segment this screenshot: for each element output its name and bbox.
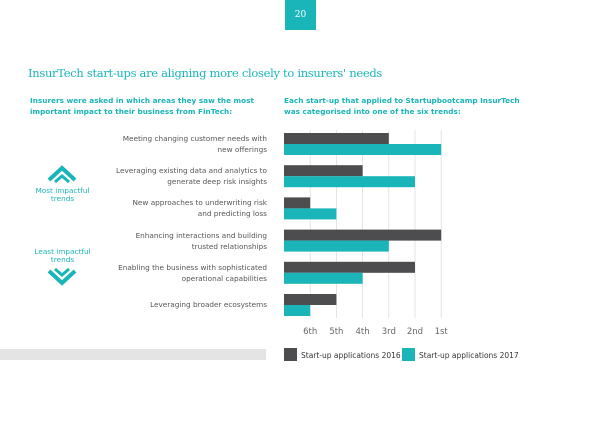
tick-label: 2nd bbox=[406, 327, 424, 337]
category-label-line: and predicting loss bbox=[197, 209, 267, 219]
category-label-line: Enhancing interactions and building bbox=[135, 230, 267, 240]
legend-label-2016: Start-up applications 2016 bbox=[301, 351, 401, 360]
bar-2016 bbox=[284, 229, 442, 241]
category-label-line: New approaches to underwriting risk bbox=[132, 198, 267, 208]
bar-2017 bbox=[284, 240, 389, 252]
bar-2017 bbox=[284, 305, 311, 316]
category-label: Leveraging existing data and analytics t… bbox=[97, 165, 267, 187]
bar-2017 bbox=[284, 272, 363, 284]
category-label-line: generate deep risk insights bbox=[167, 177, 267, 187]
most-impactful-label: Most impactful trends bbox=[35, 186, 90, 203]
bar-2017 bbox=[284, 208, 337, 220]
chevron-up-icon bbox=[47, 165, 77, 183]
legend-swatch-2016 bbox=[284, 348, 297, 361]
bar-2016 bbox=[284, 165, 363, 177]
bar-2016 bbox=[284, 261, 415, 273]
tick-label: 6th bbox=[303, 327, 318, 337]
tick-label: 1st bbox=[434, 327, 448, 337]
bar-2016 bbox=[284, 294, 337, 305]
page-title: InsurTech start-ups are aligning more cl… bbox=[28, 66, 383, 80]
divider-bar bbox=[0, 349, 266, 360]
category-label-line: trusted relationships bbox=[191, 241, 267, 251]
category-label-line: operational capabilities bbox=[181, 273, 267, 283]
tick-label: 5th bbox=[329, 327, 344, 337]
tick-label: 4th bbox=[355, 327, 370, 337]
bar-2017 bbox=[284, 144, 442, 155]
legend-swatch-2017 bbox=[402, 348, 415, 361]
category-label-line: Leveraging existing data and analytics t… bbox=[116, 166, 267, 176]
category-label-line: Meeting changing customer needs with bbox=[122, 134, 267, 143]
right-subtitle: Each start-up that applied to Startupboo… bbox=[284, 96, 520, 116]
left-subtitle: Insurers were asked in which areas they … bbox=[30, 96, 255, 116]
category-label: Enabling the business with sophisticated… bbox=[97, 262, 267, 284]
category-label: Meeting changing customer needs with new … bbox=[97, 133, 267, 155]
category-label-line: Leveraging broader ecosystems bbox=[150, 300, 267, 309]
category-label-line: Enabling the business with sophisticated bbox=[118, 262, 267, 272]
category-label: New approaches to underwriting risk and p… bbox=[97, 197, 267, 219]
legend-label-2017: Start-up applications 2017 bbox=[419, 351, 519, 360]
bar-2017 bbox=[284, 176, 415, 188]
bar-2016 bbox=[284, 197, 311, 209]
tick-label: 3rd bbox=[381, 327, 396, 337]
page-number: 20 bbox=[285, 0, 316, 30]
least-impactful-label: Least impactful trends bbox=[34, 247, 91, 264]
category-label: Leveraging broader ecosystems bbox=[97, 299, 267, 310]
bar-2016 bbox=[284, 133, 389, 144]
category-label: Enhancing interactions and building trust… bbox=[97, 230, 267, 252]
category-label-line: new offerings bbox=[217, 145, 267, 154]
chevron-down-icon bbox=[47, 268, 77, 286]
